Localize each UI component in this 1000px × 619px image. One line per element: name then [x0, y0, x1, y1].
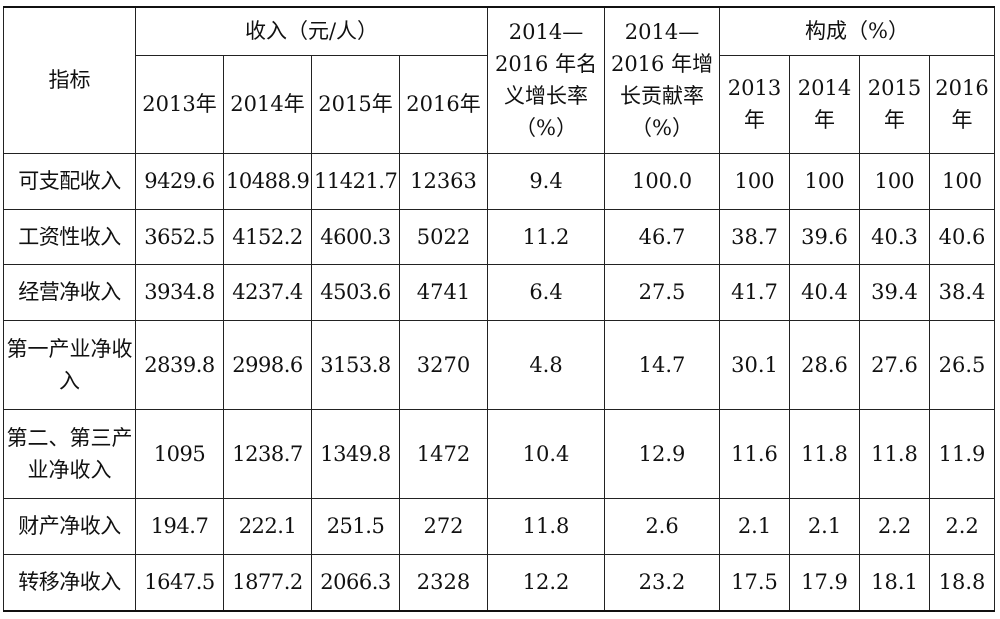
table-cell: 39.4 [859, 263, 931, 321]
table-cell: 30.1 [719, 319, 791, 410]
table-cell: 12.2 [487, 553, 606, 612]
table-cell: 40.6 [929, 208, 996, 265]
table-cell: 41.7 [719, 263, 791, 321]
income-group-header: 收入（元/人） [134, 6, 489, 56]
table-cell: 40.4 [789, 263, 861, 321]
row-label: 转移净收入 [3, 553, 136, 612]
growth-rate-header: 2014—2016 年名义增长率（%） [487, 6, 606, 154]
table-cell: 3652.5 [135, 208, 224, 265]
table-cell: 4741 [398, 263, 489, 321]
table-cell: 40.3 [859, 208, 931, 265]
table-cell: 2839.8 [135, 319, 224, 410]
table-cell: 6.4 [487, 263, 606, 321]
table-body: 可支配收入 9429.6 10488.9 11421.7 12363 9.4 1… [3, 152, 996, 612]
table-cell: 38.7 [719, 208, 791, 265]
income-year-2013: 2013年 [135, 54, 224, 154]
table-cell: 23.2 [604, 553, 721, 612]
table-cell: 18.8 [929, 553, 996, 612]
table-cell: 18.1 [859, 553, 931, 612]
table-cell: 2998.6 [223, 319, 312, 410]
table-cell: 5022 [398, 208, 489, 265]
table-cell: 100 [929, 152, 996, 210]
table-cell: 10488.9 [223, 152, 312, 210]
table-cell: 1095 [135, 408, 224, 499]
income-year-2014: 2014年 [223, 54, 312, 154]
table-cell: 2.1 [789, 497, 861, 555]
table-cell: 11.6 [719, 408, 791, 499]
table-cell: 12.9 [604, 408, 721, 499]
table-cell: 11.8 [789, 408, 861, 499]
table-row: 可支配收入 9429.6 10488.9 11421.7 12363 9.4 1… [3, 152, 996, 210]
table-cell: 194.7 [135, 497, 224, 555]
table-cell: 1877.2 [223, 553, 312, 612]
composition-year-2013: 2013年 [719, 54, 791, 154]
table-cell: 1238.7 [223, 408, 312, 499]
table-row: 转移净收入 1647.5 1877.2 2066.3 2328 12.2 23.… [3, 553, 996, 612]
table-cell: 2.1 [719, 497, 791, 555]
table-cell: 100 [719, 152, 791, 210]
table-cell: 38.4 [929, 263, 996, 321]
table-cell: 46.7 [604, 208, 721, 265]
row-label: 可支配收入 [3, 152, 136, 210]
table-cell: 3270 [398, 319, 489, 410]
table-cell: 26.5 [929, 319, 996, 410]
table-cell: 9.4 [487, 152, 606, 210]
table-cell: 14.7 [604, 319, 721, 410]
row-label: 经营净收入 [3, 263, 136, 321]
table-cell: 4600.3 [311, 208, 400, 265]
row-label: 工资性收入 [3, 208, 136, 265]
table-cell: 17.5 [719, 553, 791, 612]
income-year-2015: 2015年 [311, 54, 400, 154]
table-cell: 222.1 [223, 497, 312, 555]
table-cell: 11421.7 [311, 152, 400, 210]
table-cell: 1472 [398, 408, 489, 499]
table-cell: 100 [789, 152, 861, 210]
composition-year-2014: 2014年 [789, 54, 861, 154]
table-cell: 3934.8 [135, 263, 224, 321]
composition-year-2015: 2015年 [859, 54, 931, 154]
table-cell: 10.4 [487, 408, 606, 499]
table-row: 财产净收入 194.7 222.1 251.5 272 11.8 2.6 2.1… [3, 497, 996, 555]
table-cell: 1647.5 [135, 553, 224, 612]
table-cell: 27.5 [604, 263, 721, 321]
table-cell: 100.0 [604, 152, 721, 210]
row-label: 第二、第三产业净收入 [3, 408, 136, 499]
composition-group-header: 构成（%） [719, 6, 996, 56]
table-cell: 2328 [398, 553, 489, 612]
table-cell: 2066.3 [311, 553, 400, 612]
contribution-header: 2014—2016 年增长贡献率（%） [604, 6, 721, 154]
indicator-header: 指标 [3, 6, 136, 154]
table-cell: 9429.6 [135, 152, 224, 210]
table-cell: 1349.8 [311, 408, 400, 499]
composition-year-2016: 2016年 [929, 54, 996, 154]
table-cell: 251.5 [311, 497, 400, 555]
table-cell: 100 [859, 152, 931, 210]
table-cell: 4503.6 [311, 263, 400, 321]
table-cell: 2.2 [929, 497, 996, 555]
table-row: 工资性收入 3652.5 4152.2 4600.3 5022 11.2 46.… [3, 208, 996, 265]
table-cell: 2.2 [859, 497, 931, 555]
table-cell: 11.8 [487, 497, 606, 555]
table-cell: 11.2 [487, 208, 606, 265]
table-row: 第一产业净收入 2839.8 2998.6 3153.8 3270 4.8 14… [3, 319, 996, 410]
table-cell: 11.8 [859, 408, 931, 499]
table-cell: 272 [398, 497, 489, 555]
table-cell: 4152.2 [223, 208, 312, 265]
table-cell: 12363 [398, 152, 489, 210]
table-cell: 4.8 [487, 319, 606, 410]
table-cell: 3153.8 [311, 319, 400, 410]
table-cell: 4237.4 [223, 263, 312, 321]
row-label: 第一产业净收入 [3, 319, 136, 410]
table-row: 经营净收入 3934.8 4237.4 4503.6 4741 6.4 27.5… [3, 263, 996, 321]
row-label: 财产净收入 [3, 497, 136, 555]
table-cell: 39.6 [789, 208, 861, 265]
table-cell: 17.9 [789, 553, 861, 612]
income-table: 指标 收入（元/人） 2014—2016 年名义增长率（%） 2014—2016… [3, 6, 996, 612]
table-row: 第二、第三产业净收入 1095 1238.7 1349.8 1472 10.4 … [3, 408, 996, 499]
table-cell: 2.6 [604, 497, 721, 555]
table-cell: 27.6 [859, 319, 931, 410]
table-cell: 28.6 [789, 319, 861, 410]
income-year-2016: 2016年 [398, 54, 489, 154]
table-cell: 11.9 [929, 408, 996, 499]
